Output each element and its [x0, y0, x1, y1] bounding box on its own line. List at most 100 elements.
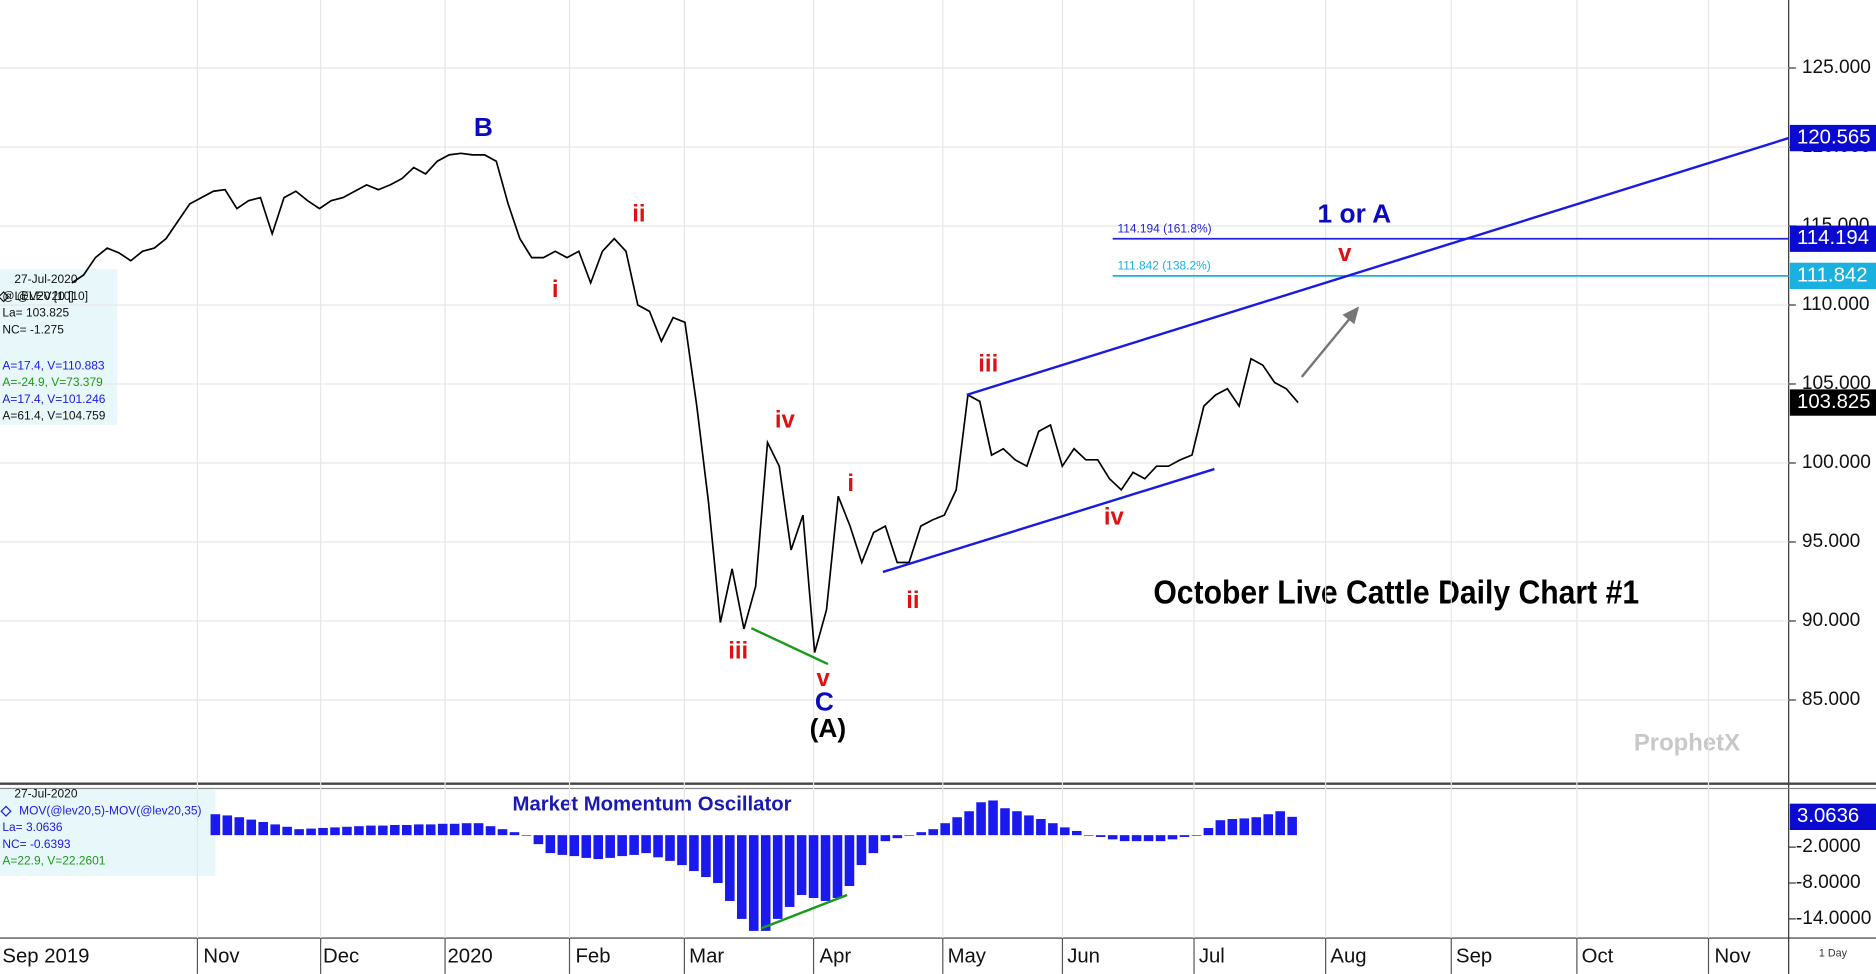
- fib-label: 111.842 (138.2%): [1117, 258, 1210, 272]
- info-text: A=22.9, V=22.2601: [2, 854, 105, 868]
- wave-label: B: [474, 112, 493, 142]
- oscillator-bar: [1263, 814, 1273, 836]
- oscillator-bar: [1167, 835, 1178, 840]
- x-tick-label: Mar: [689, 946, 724, 968]
- oscillator-bar: [210, 814, 221, 836]
- oscillator-bar: [617, 835, 627, 857]
- oscillator-bar: [760, 835, 771, 931]
- info-panel: [0, 269, 118, 425]
- oscillator-bar: [1275, 811, 1285, 836]
- oscillator-bar: [605, 835, 615, 858]
- oscillator-bar: [904, 835, 915, 836]
- y-tick-label: -8.0000: [1796, 872, 1861, 893]
- price-marker-box: [1789, 124, 1876, 152]
- oscillator-bar: [270, 824, 280, 836]
- oscillator-bar: [1036, 819, 1046, 836]
- wave-label: ii: [906, 587, 919, 614]
- oscillator-bar: [1179, 835, 1190, 837]
- price-marker-label: 120.565: [1797, 126, 1870, 148]
- oscillator-bar: [689, 835, 699, 872]
- info-text: A=-24.9, V=73.379: [2, 375, 103, 389]
- wave-label: (A): [810, 713, 847, 743]
- price-marker-box: [1789, 389, 1876, 416]
- price-marker-box: [1789, 803, 1876, 830]
- divergence-line: [750, 627, 829, 666]
- info-text: @LEV20 [10]: [17, 289, 88, 303]
- oscillator-bar: [665, 835, 675, 861]
- oscillator-bar: [653, 835, 663, 858]
- y-tick-label: 95.000: [1802, 531, 1861, 552]
- info-icon: [0, 291, 10, 303]
- oscillator-bar: [1083, 835, 1094, 836]
- oscillator-bar: [545, 835, 556, 854]
- info-text: 27-Jul-2020: [14, 787, 77, 801]
- x-tick-label: Sep: [1456, 946, 1492, 968]
- oscillator-bar: [521, 835, 532, 836]
- oscillator-bar: [1000, 808, 1010, 836]
- oscillator-bar: [1131, 835, 1142, 842]
- oscillator-bar: [988, 800, 998, 836]
- wave-label: v: [1338, 240, 1352, 267]
- info-icon: [0, 805, 12, 817]
- oscillator-bar: [1107, 835, 1118, 840]
- oscillator-bar: [976, 802, 986, 836]
- oscillator-bar: [282, 826, 292, 836]
- oscillator-bar: [713, 835, 723, 884]
- oscillator-bar: [784, 835, 795, 907]
- oscillator-bar: [1203, 827, 1214, 836]
- trend-line: [966, 136, 1790, 397]
- oscillator-bar: [1060, 827, 1070, 836]
- oscillator-bar: [844, 835, 855, 887]
- oscillator-bar: [1024, 815, 1034, 836]
- oscillator-bar: [641, 835, 651, 854]
- oscillator-bar: [1251, 817, 1262, 836]
- info-text: La= 3.0636: [2, 820, 63, 834]
- wave-label: i: [847, 470, 854, 497]
- info-text: NC= -0.6393: [2, 837, 70, 851]
- wave-label: i: [552, 276, 559, 303]
- y-tick-label: 110.000: [1802, 294, 1870, 315]
- oscillator-bar: [737, 835, 747, 919]
- oscillator-bar: [366, 825, 376, 836]
- projection-arrowhead: [1342, 306, 1360, 325]
- wave-label: 1 or A: [1318, 198, 1392, 228]
- oscillator-bar: [916, 832, 927, 836]
- info-text: A=17.4, V=101.246: [2, 392, 105, 406]
- x-tick-label: Jul: [1199, 946, 1225, 968]
- wave-label: C: [815, 687, 834, 717]
- oscillator-bar: [1143, 835, 1154, 842]
- oscillator-bar: [306, 828, 316, 836]
- oscillator-bar: [402, 824, 412, 836]
- oscillator-bar: [246, 819, 257, 836]
- oscillator-bar: [1072, 830, 1082, 836]
- oscillator-bar: [1215, 820, 1226, 836]
- price-marker-box: [1789, 262, 1876, 290]
- oscillator-bar: [868, 835, 879, 854]
- oscillator-bar: [497, 829, 508, 836]
- oscillator-bar: [330, 827, 340, 836]
- price-marker-label: 3.0636: [1797, 805, 1859, 827]
- wave-label: iv: [1104, 503, 1125, 530]
- wave-label: ii: [632, 201, 645, 228]
- oscillator-bar: [1048, 823, 1058, 836]
- oscillator-bar: [1191, 835, 1202, 836]
- info-text: @LEV20 [10]: [2, 289, 73, 303]
- oscillator-bar: [808, 835, 819, 898]
- x-tick-label: Nov: [203, 946, 240, 968]
- oscillator-bar: [1155, 835, 1166, 842]
- x-tick-label: Dec: [323, 946, 359, 968]
- x-tick-label: May: [948, 946, 987, 968]
- y-tick-label: 100.000: [1802, 452, 1871, 473]
- oscillator-bar: [1227, 819, 1238, 836]
- oscillator-bar: [832, 835, 843, 898]
- oscillator-bar: [234, 817, 245, 836]
- oscillator-bar: [677, 835, 687, 866]
- price-line: [71, 152, 1299, 653]
- x-tick-label: Aug: [1330, 946, 1366, 968]
- price-marker-label: 103.825: [1797, 391, 1870, 413]
- oscillator-bar: [748, 835, 759, 931]
- fib-label: 114.194 (161.8%): [1117, 221, 1211, 235]
- oscillator-bar: [425, 824, 436, 836]
- oscillator-bar: [1095, 835, 1106, 837]
